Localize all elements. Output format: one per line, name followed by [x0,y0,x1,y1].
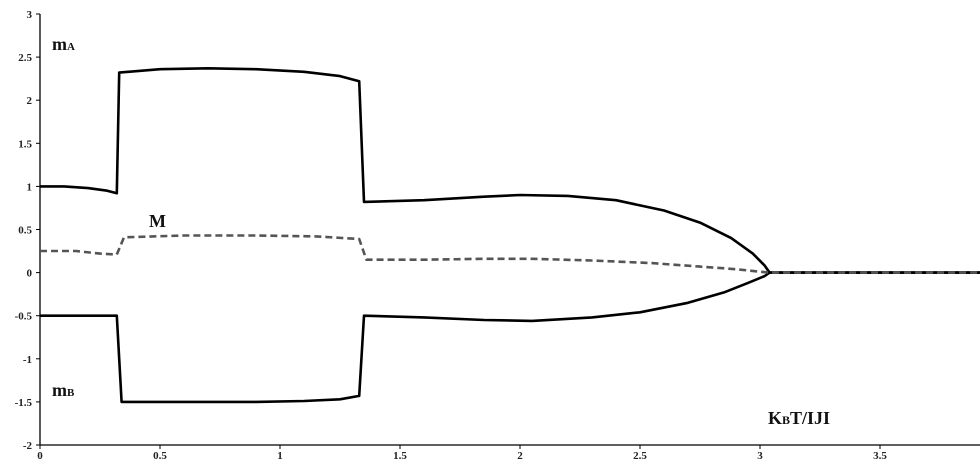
series-label-mb-main: m [52,380,67,400]
series-label-ma-main: m [52,34,67,54]
x-tick-label: 2 [517,450,523,462]
x-axis-label: KBT/IJI [768,408,830,428]
x-axis-label-sub: B [782,413,790,427]
series-label-mb: mB [52,380,75,400]
x-tick-label: 1.5 [393,450,407,462]
y-tick-label: -0.5 [15,311,33,323]
series-label-ma-sub: A [67,41,75,53]
y-ticks: -2 -1.5 -1 -0.5 0 0.5 1 1.5 2 2.5 3 [15,9,40,452]
x-tick-label: 0 [37,450,43,462]
y-tick-label: -2 [23,440,33,452]
series-line-m [40,234,980,274]
x-tick-label: 3 [757,450,763,462]
y-tick-label: 1 [27,181,33,193]
series-lines [40,67,980,404]
y-tick-label: 0.5 [18,225,32,237]
y-tick-label: -1 [23,354,32,366]
series-line-mb [40,271,980,404]
x-tick-label: 3.5 [873,450,887,462]
series-label-mb-sub: B [67,387,75,399]
x-tick-label: 2.5 [633,450,647,462]
y-tick-label: 2.5 [18,52,32,64]
y-tick-label: 1.5 [18,138,32,150]
y-tick-label: 0 [27,268,33,280]
y-tick-label: 2 [27,95,33,107]
y-tick-label: 3 [27,9,33,21]
x-ticks: 0 0.5 1 1.5 2 2.5 3 3.5 [37,445,887,462]
x-axis-label-main2: T/IJI [790,408,830,428]
y-tick-label: -1.5 [15,397,33,409]
x-tick-label: 1 [277,450,283,462]
series-label-ma: mA [52,34,75,54]
x-axis-label-main1: K [768,408,782,428]
x-tick-label: 0.5 [153,450,167,462]
axes [39,14,980,446]
series-line-ma [40,67,980,274]
series-label-m: M [149,211,166,231]
